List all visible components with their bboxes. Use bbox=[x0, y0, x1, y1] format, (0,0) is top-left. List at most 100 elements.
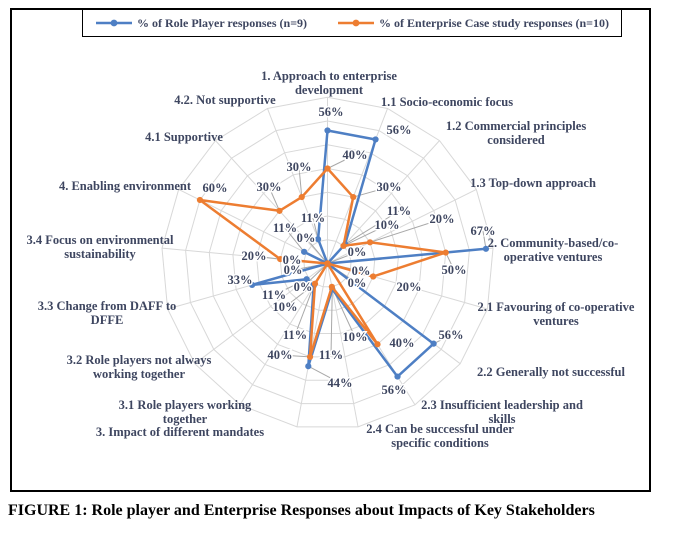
data-label: 56% bbox=[387, 123, 412, 137]
label-leader-line bbox=[445, 252, 455, 271]
data-point-marker bbox=[430, 340, 437, 347]
data-label: 0% bbox=[348, 245, 367, 259]
category-label: 4.1 Supportive bbox=[145, 130, 223, 144]
label-leader-line bbox=[433, 334, 452, 345]
label-leader-line bbox=[279, 354, 311, 358]
data-label: 56% bbox=[319, 105, 344, 119]
label-leader-line bbox=[284, 283, 316, 308]
legend-item-enterprise: % of Enterprise Case study responses (n=… bbox=[337, 16, 609, 31]
data-point-marker bbox=[324, 127, 331, 134]
data-label: 0% bbox=[352, 264, 371, 278]
data-label: 30% bbox=[287, 160, 312, 174]
data-point-marker bbox=[442, 249, 449, 256]
data-point-marker bbox=[276, 207, 283, 214]
data-label: 0% bbox=[283, 253, 302, 267]
data-label: 33% bbox=[228, 273, 253, 287]
label-leader-line bbox=[284, 227, 305, 253]
figure-caption: FIGURE 1: Role player and Enterprise Res… bbox=[8, 502, 595, 519]
data-point-marker bbox=[340, 242, 347, 250]
data-label: 20% bbox=[397, 280, 422, 294]
data-label: 30% bbox=[257, 180, 282, 194]
category-label: 1.3 Top-down approach bbox=[470, 176, 596, 190]
data-label: 20% bbox=[242, 249, 267, 263]
data-label: 50% bbox=[442, 263, 467, 277]
data-label: 10% bbox=[343, 330, 368, 344]
category-label: 3. Impact of different mandates bbox=[96, 425, 264, 439]
data-label: 60% bbox=[203, 181, 228, 195]
category-label: 2.3 Insufficient leadership and skills bbox=[421, 398, 583, 426]
label-leader-line bbox=[253, 255, 281, 260]
data-label: 56% bbox=[439, 328, 464, 342]
data-point-marker bbox=[482, 245, 490, 252]
data-label: 11% bbox=[283, 328, 307, 342]
label-leader-line bbox=[273, 278, 307, 296]
label-leader-line bbox=[305, 237, 328, 264]
label-leader-line bbox=[343, 224, 388, 247]
chart-legend: % of Role Player responses (n=9) % of En… bbox=[82, 9, 622, 37]
data-point-marker bbox=[303, 276, 310, 283]
data-label: 0% bbox=[348, 276, 367, 290]
category-label: 2.2 Generally not successful bbox=[477, 365, 625, 379]
category-label: 4.2. Not supportive bbox=[174, 93, 276, 107]
category-label: 2.1 Favouring of co-operative ventures bbox=[478, 300, 635, 328]
data-label: 20% bbox=[430, 212, 455, 226]
data-point-marker bbox=[311, 280, 319, 287]
category-label: 2.4 Can be successful under specific cond… bbox=[366, 422, 514, 450]
data-label: 11% bbox=[262, 288, 286, 302]
data-point-marker bbox=[277, 256, 284, 263]
radar-axis-spoke bbox=[296, 263, 328, 428]
legend-line-marker-icon bbox=[338, 19, 375, 27]
data-point-marker bbox=[366, 239, 374, 246]
radar-axis-spoke bbox=[215, 140, 328, 264]
data-point-marker bbox=[306, 353, 314, 360]
legend-line-marker-icon bbox=[96, 19, 132, 27]
data-label: 0% bbox=[294, 280, 313, 294]
data-point-marker bbox=[298, 193, 305, 201]
data-point-marker bbox=[394, 373, 401, 380]
data-label: 40% bbox=[268, 348, 293, 362]
radar-gridline-ring bbox=[232, 167, 423, 358]
data-point-marker bbox=[314, 236, 322, 243]
data-point-marker bbox=[196, 196, 204, 204]
data-label: 0% bbox=[297, 231, 316, 245]
label-leader-line bbox=[327, 154, 356, 169]
data-label: 11% bbox=[301, 211, 325, 225]
data-label: 40% bbox=[390, 336, 415, 350]
data-label: 67% bbox=[471, 224, 496, 238]
data-label: 11% bbox=[319, 348, 343, 362]
category-label: 3.4 Focus on environmental sustainability bbox=[27, 233, 175, 261]
data-label: 10% bbox=[273, 300, 298, 314]
data-point-marker bbox=[370, 273, 377, 280]
radar-gridline-ring bbox=[185, 120, 470, 405]
category-label: 1. Approach to enterprise development bbox=[261, 69, 397, 97]
data-point-marker bbox=[324, 260, 331, 267]
radar-gridline-ring bbox=[208, 144, 447, 381]
data-point-marker bbox=[249, 281, 256, 289]
label-leader-line bbox=[268, 186, 280, 212]
data-point-marker bbox=[301, 248, 308, 255]
data-label: 56% bbox=[382, 383, 407, 397]
category-label: 1.2 Commercial principles considered bbox=[446, 119, 587, 147]
label-leader-line bbox=[308, 365, 341, 384]
data-label: 11% bbox=[273, 221, 297, 235]
category-label: 3.1 Role players working together bbox=[119, 398, 252, 426]
data-label: 40% bbox=[343, 148, 368, 162]
category-label: 4. Enabling environment bbox=[59, 179, 192, 193]
label-leader-line bbox=[344, 210, 400, 245]
data-point-marker bbox=[328, 283, 335, 290]
data-point-marker bbox=[324, 165, 331, 172]
data-point-marker bbox=[350, 193, 357, 201]
label-leader-line bbox=[294, 285, 315, 336]
label-leader-line bbox=[302, 263, 328, 288]
radar-axis-spoke bbox=[327, 188, 477, 264]
data-point-marker bbox=[305, 363, 312, 370]
label-leader-line bbox=[369, 218, 443, 243]
category-label: 3.2 Role players not always working toget… bbox=[67, 353, 212, 381]
chart-frame bbox=[10, 8, 651, 492]
radar-gridline-ring bbox=[256, 191, 399, 334]
category-label: 3.3 Change from DAFF to DFFE bbox=[38, 299, 177, 327]
data-label: 44% bbox=[328, 376, 353, 390]
category-label: 2. Community-based/co-operative ventures bbox=[488, 236, 619, 264]
